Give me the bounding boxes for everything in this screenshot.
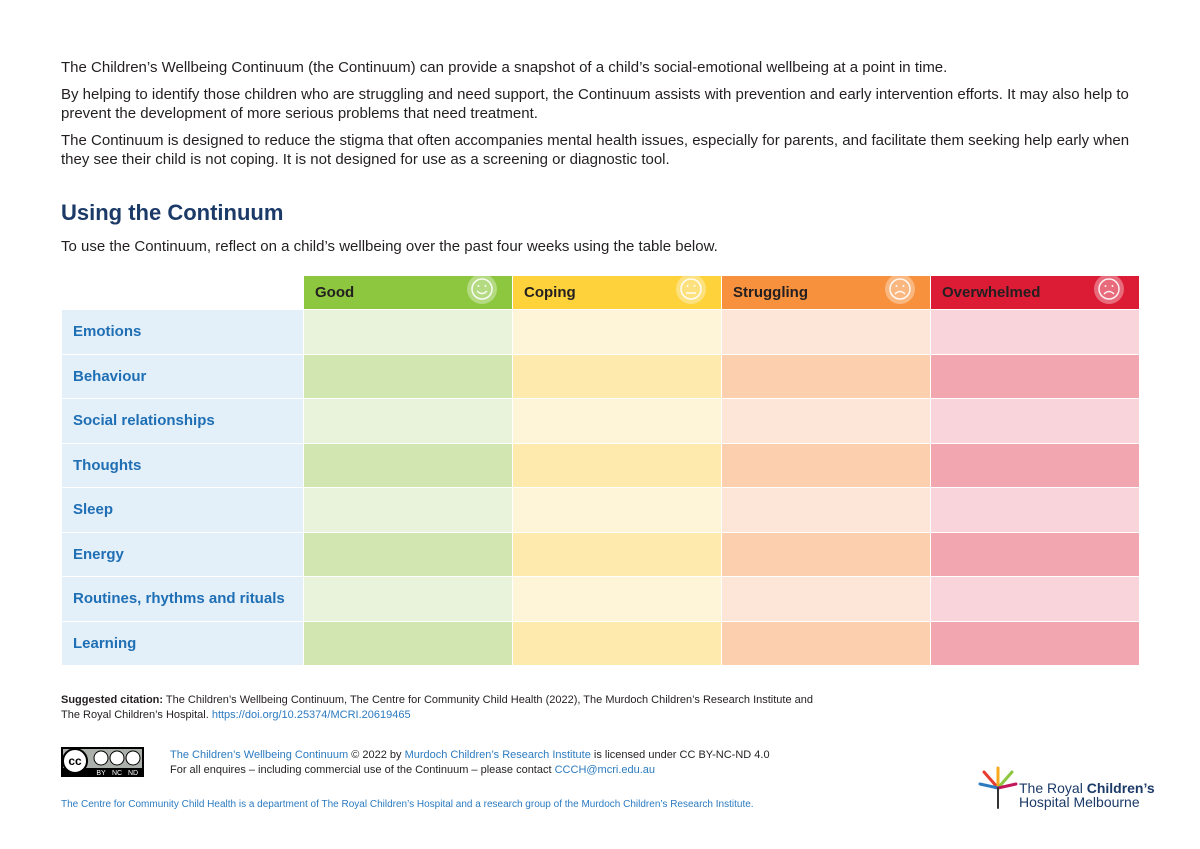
- cell: [303, 620, 513, 666]
- email[interactable]: CCCH@mcri.edu.au: [554, 764, 656, 776]
- cell: [303, 576, 513, 622]
- instruction: To use the Continuum, reflect on a child…: [61, 238, 718, 255]
- face-icon: [1094, 274, 1124, 304]
- cell: [930, 353, 1140, 399]
- cell: [930, 620, 1140, 666]
- cell: [512, 309, 722, 355]
- nc-text: NC: [112, 770, 122, 777]
- cell: [721, 576, 931, 622]
- row-label: Emotions: [61, 309, 304, 355]
- cell: [303, 398, 513, 444]
- cell: [512, 620, 722, 666]
- row: Emotions: [61, 309, 1140, 355]
- face-icon: [467, 274, 497, 304]
- row: Thoughts: [61, 442, 1140, 488]
- intro: The Children’s Wellbeing Continuum (the …: [61, 58, 1136, 177]
- citation-label: Suggested citation:: [61, 694, 164, 706]
- row: Social relationships: [61, 398, 1140, 444]
- cell: [721, 620, 931, 666]
- column-label: Struggling: [733, 284, 808, 301]
- row-label: Behaviour: [61, 353, 304, 399]
- year: © 2022 by: [351, 749, 402, 761]
- logo-mark: [978, 766, 1018, 809]
- cell: [930, 398, 1140, 444]
- row: Behaviour: [61, 353, 1140, 399]
- cell: [512, 442, 722, 488]
- row: Sleep: [61, 487, 1140, 533]
- face-icon: [885, 274, 915, 304]
- work: The Children’s Wellbeing Continuum: [170, 749, 349, 761]
- cc-badge: cc BY NC ND: [61, 747, 144, 777]
- logo-text: The Royal Children’s Hospital Melbourne: [1019, 781, 1155, 809]
- cell: [303, 353, 513, 399]
- cell: [512, 398, 722, 444]
- logo-line: Children’s: [1086, 780, 1155, 796]
- column-label: Coping: [524, 284, 576, 301]
- citation-text: The Children’s Wellbeing Continuum, The …: [61, 694, 814, 721]
- citation-link[interactable]: https://doi.org/10.25374/MCRI.20619465: [211, 709, 411, 721]
- cell: [721, 531, 931, 577]
- row-label: Thoughts: [61, 442, 304, 488]
- column-header: Coping: [512, 274, 722, 310]
- cell: [930, 442, 1140, 488]
- continuum-table: Good Coping Struggling Overwhelmed Emotions B…: [61, 274, 1140, 666]
- owner[interactable]: Murdoch Children’s Research Institute: [404, 749, 591, 761]
- row-label: Sleep: [61, 487, 304, 533]
- cell: [721, 353, 931, 399]
- row: Routines, rhythms and rituals: [61, 576, 1140, 622]
- cell: [721, 487, 931, 533]
- cell: [721, 442, 931, 488]
- row-label: Routines, rhythms and rituals: [61, 576, 304, 622]
- column-header: Struggling: [721, 274, 931, 310]
- paragraph: By helping to identify those children wh…: [61, 86, 1129, 122]
- cell: [512, 353, 722, 399]
- row-label: Learning: [61, 620, 304, 666]
- terms: is licensed under CC BY-NC-ND 4.0: [593, 749, 770, 761]
- row: Energy: [61, 531, 1140, 577]
- cell: [930, 309, 1140, 355]
- row: Learning: [61, 620, 1140, 666]
- license: The Children’s Wellbeing Continuum © 202…: [170, 748, 770, 778]
- heading: Using the Continuum: [61, 200, 284, 225]
- column-label: Good: [315, 284, 355, 301]
- row-label: Energy: [61, 531, 304, 577]
- cell: [930, 487, 1140, 533]
- logo-line: The Royal: [1019, 780, 1083, 796]
- cell: [303, 487, 513, 533]
- cell: [512, 576, 722, 622]
- cell: [930, 576, 1140, 622]
- cell: [930, 531, 1140, 577]
- cell: [512, 487, 722, 533]
- row-label: Social relationships: [61, 398, 304, 444]
- face-icon: [676, 274, 706, 304]
- cell: [303, 442, 513, 488]
- by-text: BY: [96, 770, 106, 777]
- cell: [721, 398, 931, 444]
- enquiry: For all enquires – including commercial …: [170, 764, 552, 776]
- logo-line: Hospital Melbourne: [1019, 794, 1140, 810]
- citation: Suggested citation: The Children’s Wellb…: [61, 693, 821, 723]
- paragraph: The Continuum is designed to reduce the …: [61, 132, 1130, 168]
- nd-text: ND: [128, 770, 138, 777]
- blank-header: [61, 275, 304, 310]
- cell: [303, 531, 513, 577]
- cell: [721, 309, 931, 355]
- cell: [512, 531, 722, 577]
- column-header: Overwhelmed: [930, 274, 1140, 310]
- column-header: Good: [303, 274, 513, 310]
- cc-text: cc: [68, 754, 82, 768]
- column-label: Overwhelmed: [942, 284, 1041, 301]
- paragraph: The Children’s Wellbeing Continuum (the …: [61, 59, 948, 76]
- footer: The Centre for Community Child Health is…: [61, 799, 754, 810]
- cell: [303, 309, 513, 355]
